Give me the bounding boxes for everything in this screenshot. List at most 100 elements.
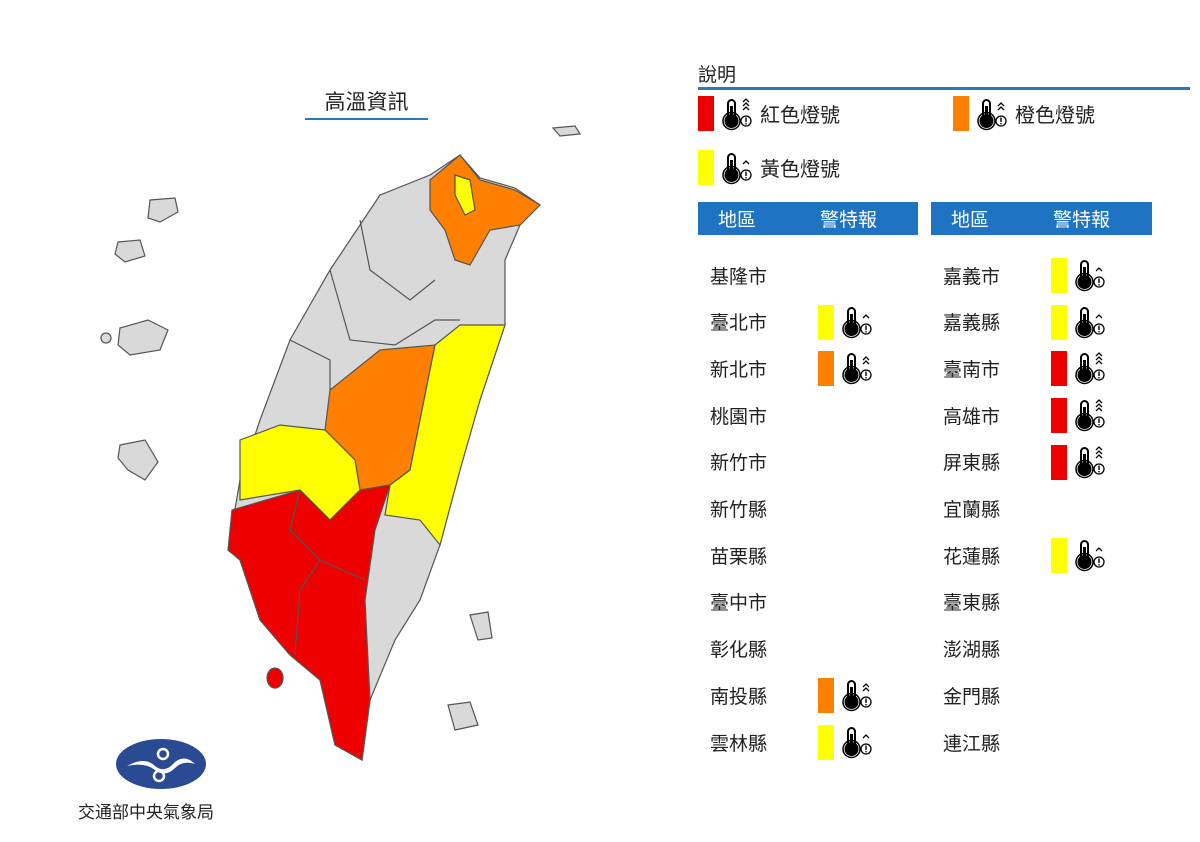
region-name: 南投縣 [710, 685, 768, 708]
table-row: 南投縣 [710, 675, 910, 715]
warning-swatch-red [1051, 398, 1067, 434]
island-penghu-4 [100, 332, 112, 344]
region-name: 苗栗縣 [710, 545, 768, 568]
region-name: 桃園市 [710, 405, 768, 428]
island-green [469, 611, 493, 641]
region-south-red [227, 484, 391, 761]
region-name: 嘉義市 [943, 265, 1001, 288]
table-row: 桃園市 [710, 395, 910, 435]
legend-item-red: 紅色燈號 [698, 96, 840, 131]
table-row: 連江縣 [943, 722, 1143, 762]
table-row: 臺北市 [710, 302, 910, 342]
region-name: 臺北市 [710, 312, 768, 335]
table-row: 彰化縣 [710, 629, 910, 669]
header-region: 地區 [718, 209, 757, 231]
table-row: 基隆市 [710, 255, 910, 295]
warning-swatch-yellow [1051, 538, 1067, 574]
thermometer-warning-icon [842, 680, 872, 712]
region-name: 彰化縣 [710, 639, 768, 662]
thermometer-warning-icon [722, 152, 752, 184]
table-row: 嘉義縣 [943, 302, 1143, 342]
island-penghu-1 [147, 197, 179, 223]
cwb-logo [116, 739, 206, 789]
table-row: 雲林縣 [710, 722, 910, 762]
legend-title: 說明 [698, 60, 1190, 90]
island-liuqiu [266, 667, 284, 689]
region-name: 新竹縣 [710, 499, 768, 521]
table-row: 新竹縣 [710, 489, 910, 529]
table-row: 金門縣 [943, 675, 1143, 715]
taiwan-map [100, 125, 582, 761]
region-name: 連江縣 [943, 732, 1001, 755]
region-name: 嘉義縣 [943, 312, 1001, 335]
map-title: 高溫資訊 [305, 86, 428, 120]
table-row: 新北市 [710, 348, 910, 388]
table-row: 臺東縣 [943, 582, 1143, 622]
region-name: 花蓮縣 [943, 545, 1001, 568]
table-row: 新竹市 [710, 442, 910, 482]
agency-name: 交通部中央氣象局 [78, 803, 214, 823]
thermometer-warning-icon [1075, 260, 1105, 292]
warning-swatch-orange [818, 678, 834, 714]
thermometer-warning-icon [977, 98, 1007, 130]
table-row: 嘉義市 [943, 255, 1143, 295]
thermometer-warning-icon [1075, 399, 1105, 432]
legend-item-yellow: 黃色燈號 [698, 150, 840, 185]
region-name: 臺中市 [710, 592, 768, 615]
header-region: 地區 [951, 209, 990, 231]
legend-item-orange: 橙色燈號 [953, 96, 1095, 131]
region-name: 新北市 [710, 358, 768, 381]
legend-label: 橙色燈號 [1015, 103, 1095, 127]
header-warning: 警特報 [820, 209, 878, 231]
warning-swatch-red [1051, 444, 1067, 480]
table-header-left: 地區 警特報 [698, 202, 918, 235]
region-name: 基隆市 [710, 265, 768, 288]
color-swatch [953, 96, 969, 131]
island-orchid [447, 701, 479, 731]
table-row: 宜蘭縣 [943, 489, 1143, 529]
table-row: 臺南市 [943, 348, 1143, 388]
warning-swatch-red [1051, 351, 1067, 387]
color-swatch [698, 150, 714, 185]
color-swatch [698, 96, 714, 131]
warning-swatch-yellow [1051, 258, 1067, 293]
region-name: 屏東縣 [943, 452, 1001, 475]
thermometer-warning-icon [722, 97, 752, 130]
thermometer-warning-icon [842, 306, 872, 338]
table-row: 高雄市 [943, 395, 1143, 435]
thermometer-warning-icon [842, 353, 872, 385]
region-name: 高雄市 [943, 405, 1001, 428]
region-name: 雲林縣 [710, 732, 768, 755]
thermometer-warning-icon [1075, 352, 1105, 385]
region-name: 新竹市 [710, 452, 768, 475]
island-penghu-3 [117, 319, 169, 356]
thermometer-warning-icon [1075, 306, 1105, 338]
table-row: 苗栗縣 [710, 535, 910, 575]
island-penghu-5 [117, 439, 159, 481]
region-name: 金門縣 [943, 685, 1001, 708]
table-row: 花蓮縣 [943, 535, 1143, 575]
warning-swatch-yellow [1051, 304, 1067, 340]
warning-swatch-yellow [818, 304, 834, 340]
region-hualien [384, 324, 506, 547]
thermometer-warning-icon [1075, 445, 1105, 479]
header-warning: 警特報 [1053, 209, 1111, 231]
thermometer-warning-icon [1075, 540, 1105, 572]
table-row: 臺中市 [710, 582, 910, 622]
table-header-right: 地區 警特報 [931, 202, 1152, 235]
region-name: 臺東縣 [943, 592, 1001, 615]
region-name: 宜蘭縣 [943, 499, 1001, 521]
legend-label: 黃色燈號 [760, 157, 840, 181]
warning-swatch-yellow [818, 725, 834, 760]
thermometer-warning-icon [842, 727, 872, 759]
region-taipei [454, 174, 476, 216]
island-keelung [551, 125, 582, 137]
table-row: 屏東縣 [943, 442, 1143, 482]
region-name: 澎湖縣 [943, 639, 1001, 662]
island-penghu-2 [114, 239, 146, 263]
warning-swatch-orange [818, 351, 834, 387]
table-row: 澎湖縣 [943, 629, 1143, 669]
region-name: 臺南市 [943, 358, 1001, 381]
legend-label: 紅色燈號 [760, 103, 840, 127]
